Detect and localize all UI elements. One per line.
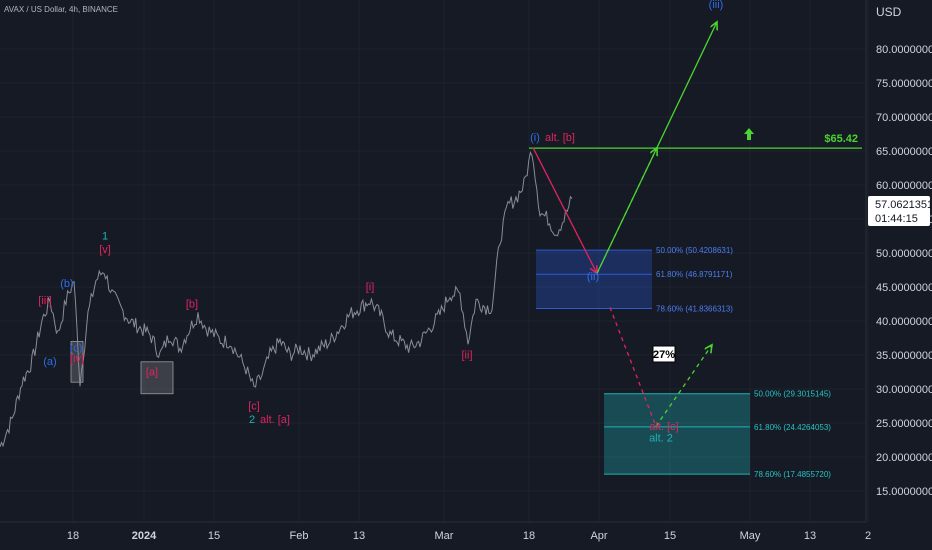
wave-box — [140, 361, 174, 395]
y-tick-label: 15.0000000 — [876, 486, 932, 498]
wave-labels: (a) [iii] (b) (c)[iv] 1 [v] [a] [b] [c] 2 alt. [a]… — [38, 0, 723, 444]
wave-label: alt. [c] — [649, 421, 678, 433]
time-axis[interactable]: 18 2024 15 Feb 13 Mar 18 Apr 15 May 13 2 — [67, 530, 871, 542]
wave-label: alt. [a] — [260, 414, 290, 426]
projection-line — [532, 147, 597, 274]
y-tick-label: 45.0000000 — [876, 282, 932, 294]
wave-label: [ii] — [462, 349, 473, 361]
wave-label: alt. 2 — [649, 432, 673, 444]
x-tick-label: 2 — [865, 530, 871, 542]
y-tick-label: 35.0000000 — [876, 350, 932, 362]
y-tick-label: 60.0000000 — [876, 180, 932, 192]
target-level-label: $65.42 — [824, 133, 858, 145]
wave-label: 1 — [102, 230, 108, 242]
wave-boxes — [70, 340, 174, 395]
wave-label: [v] — [99, 244, 111, 256]
badge-box — [652, 345, 676, 363]
x-tick-label: Apr — [590, 530, 607, 542]
current-price-value: 57.0621351 — [875, 199, 932, 211]
current-price-countdown: 01:44:15 — [875, 213, 918, 225]
wave-label: [iii] — [38, 295, 51, 307]
y-tick-label: 65.0000000 — [876, 146, 932, 158]
y-tick-label: 50.0000000 — [876, 248, 932, 260]
up-arrow-icon — [744, 128, 754, 140]
wave-label: (iii) — [709, 0, 724, 11]
wave-label: (c) — [70, 343, 83, 355]
y-tick-label: 30.0000000 — [876, 384, 932, 396]
y-tick-label: 75.0000000 — [876, 78, 932, 90]
fib-level-label: 61.80% (24.4264053) — [754, 423, 831, 432]
wave-label: alt. [b] — [545, 132, 575, 144]
current-price-tag: 57.0621351 01:44:15 — [868, 195, 932, 226]
x-tick-label: 13 — [353, 530, 365, 542]
wave-label: (ii) — [587, 271, 599, 283]
x-tick-label: 15 — [208, 530, 220, 542]
current-price-box — [868, 195, 930, 226]
x-tick-label: 15 — [664, 530, 676, 542]
y-tick-label: 25.0000000 — [876, 418, 932, 430]
projection-lines — [532, 22, 717, 427]
y-tick-label: 40.0000000 — [876, 316, 932, 328]
price-series — [0, 151, 573, 448]
projection-line — [655, 345, 712, 427]
y-tick-label: 70.0000000 — [876, 112, 932, 124]
wave-label: [iv] — [70, 353, 84, 365]
projection-line — [609, 307, 657, 427]
x-tick-label: Feb — [290, 530, 309, 542]
fib-level-label: 50.00% (29.3015145) — [754, 390, 831, 399]
wave-label: [c] — [248, 400, 260, 412]
wave-label: (i) — [530, 132, 540, 144]
fib-zone-rect — [536, 250, 652, 309]
x-tick-label: 18 — [67, 530, 79, 542]
fib-level-label: 61.80% (46.8791171) — [656, 270, 733, 279]
currency-label[interactable]: USD — [876, 5, 902, 19]
wave-label: (a) — [43, 356, 56, 368]
percent-badge: 27% — [652, 345, 676, 363]
wave-label: [i] — [366, 281, 375, 293]
badge-text: 27% — [653, 349, 675, 361]
fib-level-label: 78.60% (41.8366313) — [656, 305, 733, 314]
x-tick-label: May — [740, 530, 761, 542]
grid — [0, 0, 868, 522]
fib-level-label: 78.60% (17.4855720) — [754, 470, 831, 479]
wave-label: (b) — [60, 278, 73, 290]
wave-label: [a] — [146, 366, 158, 378]
fib-level-label: 50.00% (50.4208631) — [656, 246, 733, 255]
x-tick-label: 2024 — [132, 530, 157, 542]
price-line — [0, 151, 573, 448]
x-tick-label: 13 — [804, 530, 816, 542]
chart-title: AVAX / US Dollar, 4h, BINANCE — [4, 5, 118, 14]
x-tick-label: 18 — [523, 530, 535, 542]
x-tick-label: Mar — [435, 530, 454, 542]
wave-label: [b] — [186, 298, 198, 310]
wave-label: 2 — [249, 414, 255, 426]
y-tick-label: 20.0000000 — [876, 452, 932, 464]
fib-zone-rect — [604, 393, 750, 475]
fib-zones: 50.00% (50.4208631) 61.80% (46.8791171) 78… — [536, 246, 831, 479]
target-line[interactable]: $65.42 — [529, 128, 862, 149]
y-tick-label: 80.0000000 — [876, 44, 932, 56]
